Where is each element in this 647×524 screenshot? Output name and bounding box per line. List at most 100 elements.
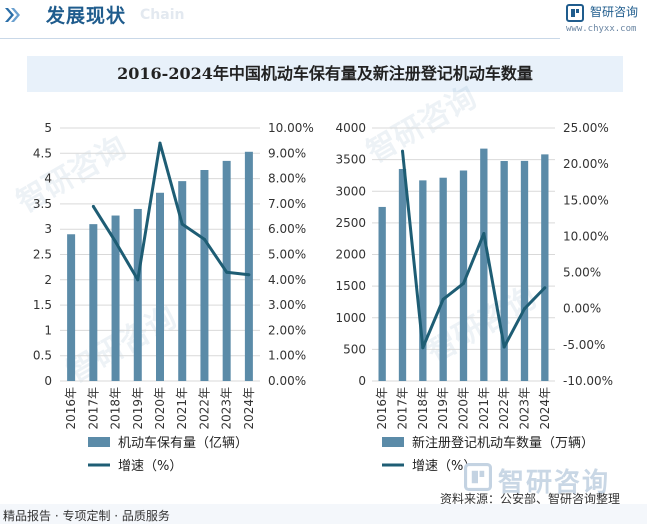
y-tick-label-left: 1: [44, 323, 52, 337]
line-point: [247, 273, 251, 277]
bar: [133, 208, 142, 381]
line-point: [91, 204, 95, 208]
line-point: [401, 149, 404, 153]
y-tick-label-right: 7.00%: [268, 197, 306, 211]
y-tick-label-right: 0.00%: [268, 374, 306, 388]
chart-title: 2016-2024年中国机动车保有量及新注册登记机动车数量: [27, 56, 623, 92]
y-tick-label-right: 5.00%: [563, 266, 601, 280]
y-tick-label-left: 0.5: [33, 349, 52, 363]
y-tick-label-right: 20.00%: [563, 157, 609, 171]
chevron-arrows-icon: [5, 8, 20, 22]
y-tick-label-right: 15.00%: [563, 193, 609, 207]
y-tick-label-left: 5: [44, 121, 52, 135]
y-tick-label-left: 2: [44, 273, 52, 287]
y-tick-label-right: 10.00%: [563, 229, 609, 243]
bar: [89, 224, 98, 381]
y-tick-label-left: 2500: [335, 216, 366, 230]
line-series: [92, 141, 250, 282]
y-tick-label-left: 1000: [335, 311, 366, 325]
x-tick-label: 2018年: [416, 387, 430, 430]
header-bar: 发展现状 Chain 智研咨询 www.chyxx.com: [0, 0, 647, 39]
x-tick-label: 2020年: [153, 387, 167, 430]
x-tick-label: 2017年: [86, 387, 100, 430]
y-tick-label-right: 9.00%: [268, 146, 306, 160]
line-point: [202, 237, 206, 241]
legend-label-line: 增速（%）: [118, 459, 182, 474]
bar: [480, 148, 488, 381]
y-tick-label-right: -10.00%: [563, 374, 613, 388]
y-tick-label-left: 3000: [335, 184, 366, 198]
bar: [67, 234, 76, 381]
line-point: [158, 141, 162, 145]
line-point: [502, 345, 506, 349]
page-title: 发展现状: [46, 5, 127, 27]
header-divider: [0, 38, 560, 39]
y-tick-label-left: 2000: [335, 248, 366, 262]
y-tick-label-left: 2.5: [33, 248, 52, 262]
y-tick-label-right: 1.00%: [268, 349, 306, 363]
y-tick-label-right: 8.00%: [268, 172, 306, 186]
line-point: [114, 240, 118, 244]
x-tick-label: 2024年: [538, 387, 552, 430]
x-tick-label: 2022年: [197, 387, 211, 430]
y-tick-label-left: 4000: [335, 121, 366, 135]
x-tick-label: 2016年: [64, 387, 78, 430]
y-tick-label-left: 0: [44, 374, 52, 388]
y-tick-label-left: 3500: [335, 153, 366, 167]
line-point: [523, 307, 526, 311]
legend-swatch-bar: [88, 437, 110, 447]
x-tick-label: 2019年: [131, 387, 145, 430]
y-tick-label-right: 3.00%: [268, 298, 306, 312]
y-tick-label-left: 0: [358, 374, 366, 388]
x-tick-label: 2022年: [497, 387, 511, 430]
source-note: 资料来源：公安部、智研咨询整理: [440, 492, 621, 506]
x-tick-label: 2024年: [242, 387, 256, 430]
line-point: [421, 346, 425, 350]
page-subtitle: Chain: [140, 7, 185, 23]
legend-label-bar: 机动车保有量（亿辆）: [118, 435, 248, 451]
y-tick-label-right: 25.00%: [563, 121, 609, 135]
bar: [541, 154, 549, 381]
y-tick-label-left: 3.5: [33, 197, 52, 211]
line-point: [462, 281, 465, 285]
line-point: [543, 286, 547, 290]
x-tick-label: 2023年: [220, 387, 234, 430]
y-tick-label-left: 3: [44, 222, 52, 236]
x-tick-label: 2018年: [109, 387, 123, 430]
x-tick-label: 2016年: [375, 387, 389, 430]
legend-swatch-bar: [382, 437, 404, 447]
y-tick-label-right: 10.00%: [268, 121, 314, 135]
x-tick-label: 2021年: [175, 387, 189, 430]
bar: [244, 151, 253, 381]
footer-bar: 精品报告 · 专项定制 · 品质服务: [0, 504, 647, 524]
y-tick-label-left: 1500: [335, 279, 366, 293]
y-tick-label-left: 4.5: [33, 146, 52, 160]
bar: [439, 177, 447, 381]
y-tick-label-right: 5.00%: [268, 248, 306, 262]
bar: [156, 192, 164, 381]
line-point: [225, 270, 229, 274]
bar: [178, 181, 187, 381]
bar: [419, 180, 427, 381]
line-point: [136, 278, 140, 282]
brand-url: www.chyxx.com: [566, 24, 637, 34]
brand-name: 智研咨询: [590, 5, 639, 19]
line-point: [482, 232, 486, 236]
bar: [500, 161, 508, 381]
bar: [378, 206, 386, 381]
bar: [111, 215, 120, 381]
y-tick-label-right: 2.00%: [268, 323, 306, 337]
y-tick-label-right: 0.00%: [563, 302, 601, 316]
line-point: [441, 297, 445, 301]
y-tick-label-right: -5.00%: [563, 338, 605, 352]
bar: [459, 170, 468, 381]
x-tick-label: 2017年: [396, 387, 410, 430]
bar: [398, 168, 407, 381]
x-tick-label: 2023年: [518, 387, 532, 430]
y-tick-label-left: 4: [44, 172, 52, 186]
brand-watermark-text: 智研咨询: [498, 468, 611, 498]
x-tick-label: 2020年: [457, 387, 471, 430]
footer-slogan: 精品报告 · 专项定制 · 品质服务: [3, 509, 170, 523]
y-tick-label-right: 6.00%: [268, 222, 306, 236]
